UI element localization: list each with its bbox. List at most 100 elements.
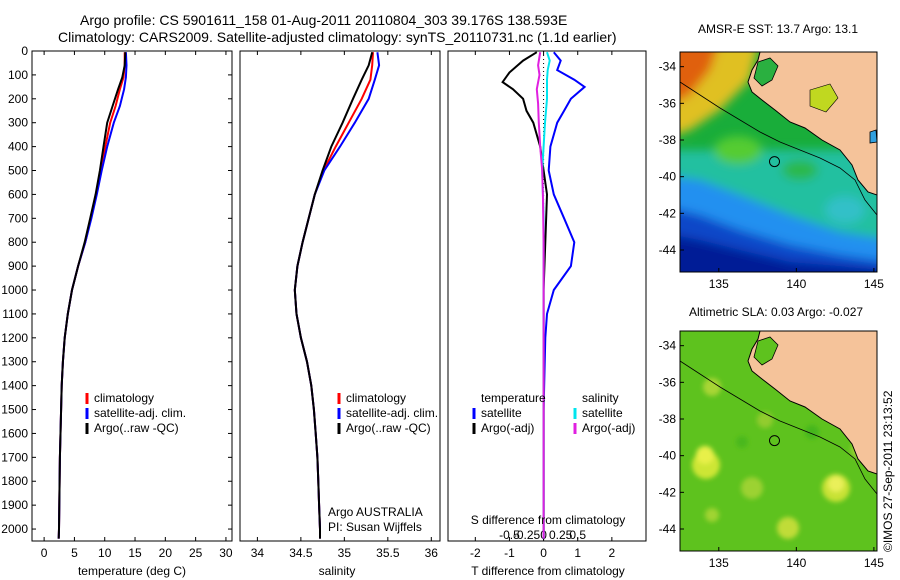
depth-tick-label: 500 xyxy=(8,164,28,178)
sst-lon-tick: 135 xyxy=(709,277,729,291)
argo-annotation-2: PI: Susan Wijffels xyxy=(328,520,422,534)
legend-label: Argo(-adj) xyxy=(582,421,635,435)
salinity-diff-tick-label: -0.25 xyxy=(513,528,541,542)
sla-lat-tick: -40 xyxy=(659,449,677,463)
sst-coastal xyxy=(809,83,839,113)
depth-tick-label: 1700 xyxy=(1,450,28,464)
sst-lon-tick: 140 xyxy=(786,277,806,291)
sla-isobath xyxy=(680,360,877,495)
sla-float-marker xyxy=(769,435,780,447)
salinity-diff-tick-label: 0.25 xyxy=(549,528,573,542)
sla-map-panel: Altimetric SLA: 0.03 Argo: -0.027 xyxy=(659,305,885,570)
salinity-tick-label: 35 xyxy=(338,546,352,560)
sla-lat-tick: -34 xyxy=(659,339,677,353)
temperature-ticks: 0 5 10 15 20 25 30 xyxy=(41,51,233,560)
salinity-ticks: 34 34.5 35 35.5 36 xyxy=(251,51,439,560)
depth-tick-label: 800 xyxy=(8,235,28,249)
temperature-lines xyxy=(57,52,128,539)
legend-label: climatology xyxy=(346,391,406,405)
salinity-axes xyxy=(239,50,441,542)
depth-tick-label: 1000 xyxy=(1,283,28,297)
depth-tick-label: 1500 xyxy=(1,403,28,417)
depth-tick-label: 2000 xyxy=(1,522,28,536)
temperature-tick-label: 10 xyxy=(98,546,112,560)
salinity-tick-label: 35.5 xyxy=(376,546,400,560)
temperature-tick-label: 5 xyxy=(71,546,78,560)
legend-label: Argo(-adj) xyxy=(481,421,534,435)
salinity-lines xyxy=(293,51,381,539)
sst-ticks: 135 140 145 -34 -36 -38 -40 -42 -44 xyxy=(659,60,885,291)
depth-tick-label: 600 xyxy=(8,187,28,201)
salinity-line-2 xyxy=(293,51,374,539)
sla-axes xyxy=(679,330,878,552)
difference-axes xyxy=(447,50,647,542)
sst-axes xyxy=(679,51,878,273)
salinity-tick-label: 34 xyxy=(251,546,265,560)
depth-tick-label: 1800 xyxy=(1,474,28,488)
temperature-tick-label: 30 xyxy=(219,546,233,560)
legend-label: climatology xyxy=(94,391,154,405)
depth-tick-label: 1300 xyxy=(1,355,28,369)
difference-xlabel: T difference from climatology xyxy=(471,564,625,578)
temperature-tick-label: 20 xyxy=(159,546,173,560)
depth-tick-label: 300 xyxy=(8,116,28,130)
sst-lat-tick: -36 xyxy=(659,96,677,110)
difference-line-1 xyxy=(501,51,549,539)
sst-island xyxy=(869,129,877,144)
depth-tick-label: 1900 xyxy=(1,498,28,512)
salinity-tick-label: 36 xyxy=(425,546,439,560)
difference-tick-label: -1 xyxy=(504,546,515,560)
sst-isobath xyxy=(680,81,877,216)
depth-tick-label: 0 xyxy=(21,44,28,58)
difference-xlabel-top: S difference from climatology xyxy=(471,513,626,527)
sla-lon-tick: 140 xyxy=(786,556,806,570)
difference-tick-label: 0 xyxy=(540,546,547,560)
salinity-diff-tick-label: -0.5 xyxy=(499,528,520,542)
sst-gulf xyxy=(753,57,779,87)
temperature-tick-label: 0 xyxy=(41,546,48,560)
temperature-tick-label: 15 xyxy=(128,546,142,560)
sst-map-panel: AMSR-E SST: 13.7 Argo: 13.1 135 140 145 xyxy=(659,22,885,291)
difference-tick-label: 2 xyxy=(609,546,616,560)
sla-ticks: 135 140 145 -34 -36 -38 -40 -42 -44 xyxy=(659,339,885,570)
sst-float-marker xyxy=(769,156,780,168)
difference-line-3 xyxy=(535,52,545,539)
sla-gulf xyxy=(753,336,779,366)
depth-tick-label: 700 xyxy=(8,211,28,225)
difference-line-0 xyxy=(542,51,587,539)
depth-tick-label: 1600 xyxy=(1,426,28,440)
legend-label: satellite-adj. clim. xyxy=(346,406,438,420)
imos-timestamp: ©IMOS 27-Sep-2011 23:13:52 xyxy=(881,390,895,552)
sla-lat-tick: -38 xyxy=(659,412,677,426)
depth-tick-label: 200 xyxy=(8,92,28,106)
sla-land xyxy=(747,331,877,475)
temperature-panel: 0100200300400500600700800900100011001200… xyxy=(1,44,233,578)
legend-header-salinity: salinity xyxy=(582,391,619,405)
difference-tick-label: 1 xyxy=(574,546,581,560)
sst-lon-tick: 145 xyxy=(864,277,884,291)
sst-lat-tick: -40 xyxy=(659,170,677,184)
figure-title-line2: Climatology: CARS2009. Satellite-adjuste… xyxy=(58,29,617,45)
sst-field xyxy=(680,52,877,272)
sla-lon-tick: 135 xyxy=(709,556,729,570)
argo-annotation-1: Argo AUSTRALIA xyxy=(328,505,423,519)
sst-title: AMSR-E SST: 13.7 Argo: 13.1 xyxy=(698,22,858,36)
temperature-xlabel: temperature (deg C) xyxy=(78,564,186,578)
figure-title-line1: Argo profile: CS 5901611_158 01-Aug-2011… xyxy=(80,12,568,28)
sst-land xyxy=(747,52,877,196)
sst-lat-tick: -34 xyxy=(659,60,677,74)
sla-lat-tick: -44 xyxy=(659,522,677,536)
legend-label: satellite xyxy=(481,406,522,420)
salinity-diff-tick-label: 0.5 xyxy=(569,528,586,542)
salinity-tick-label: 34.5 xyxy=(289,546,313,560)
temperature-line-2 xyxy=(57,52,127,539)
sla-lat-tick: -42 xyxy=(659,485,677,499)
sla-field xyxy=(680,331,877,551)
temperature-axes xyxy=(31,50,233,542)
depth-tick-label: 900 xyxy=(8,259,28,273)
sst-lat-tick: -38 xyxy=(659,133,677,147)
sst-lat-tick: -42 xyxy=(659,206,677,220)
temperature-tick-label: 25 xyxy=(189,546,203,560)
